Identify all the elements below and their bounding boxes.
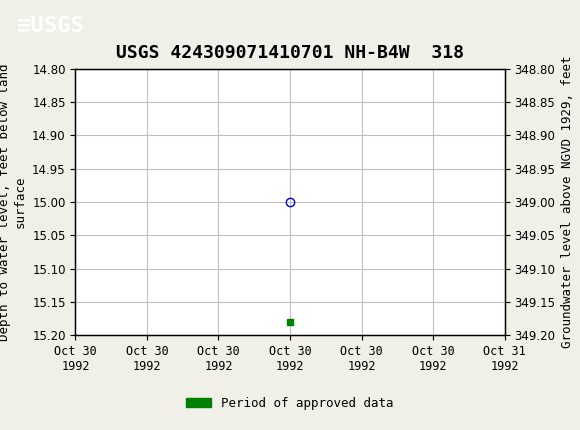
Y-axis label: Groundwater level above NGVD 1929, feet: Groundwater level above NGVD 1929, feet <box>561 56 574 348</box>
Y-axis label: Depth to water level, feet below land
surface: Depth to water level, feet below land su… <box>0 63 27 341</box>
Legend: Period of approved data: Period of approved data <box>181 392 399 415</box>
Text: ≡USGS: ≡USGS <box>17 16 84 36</box>
Title: USGS 424309071410701 NH-B4W  318: USGS 424309071410701 NH-B4W 318 <box>116 44 464 61</box>
